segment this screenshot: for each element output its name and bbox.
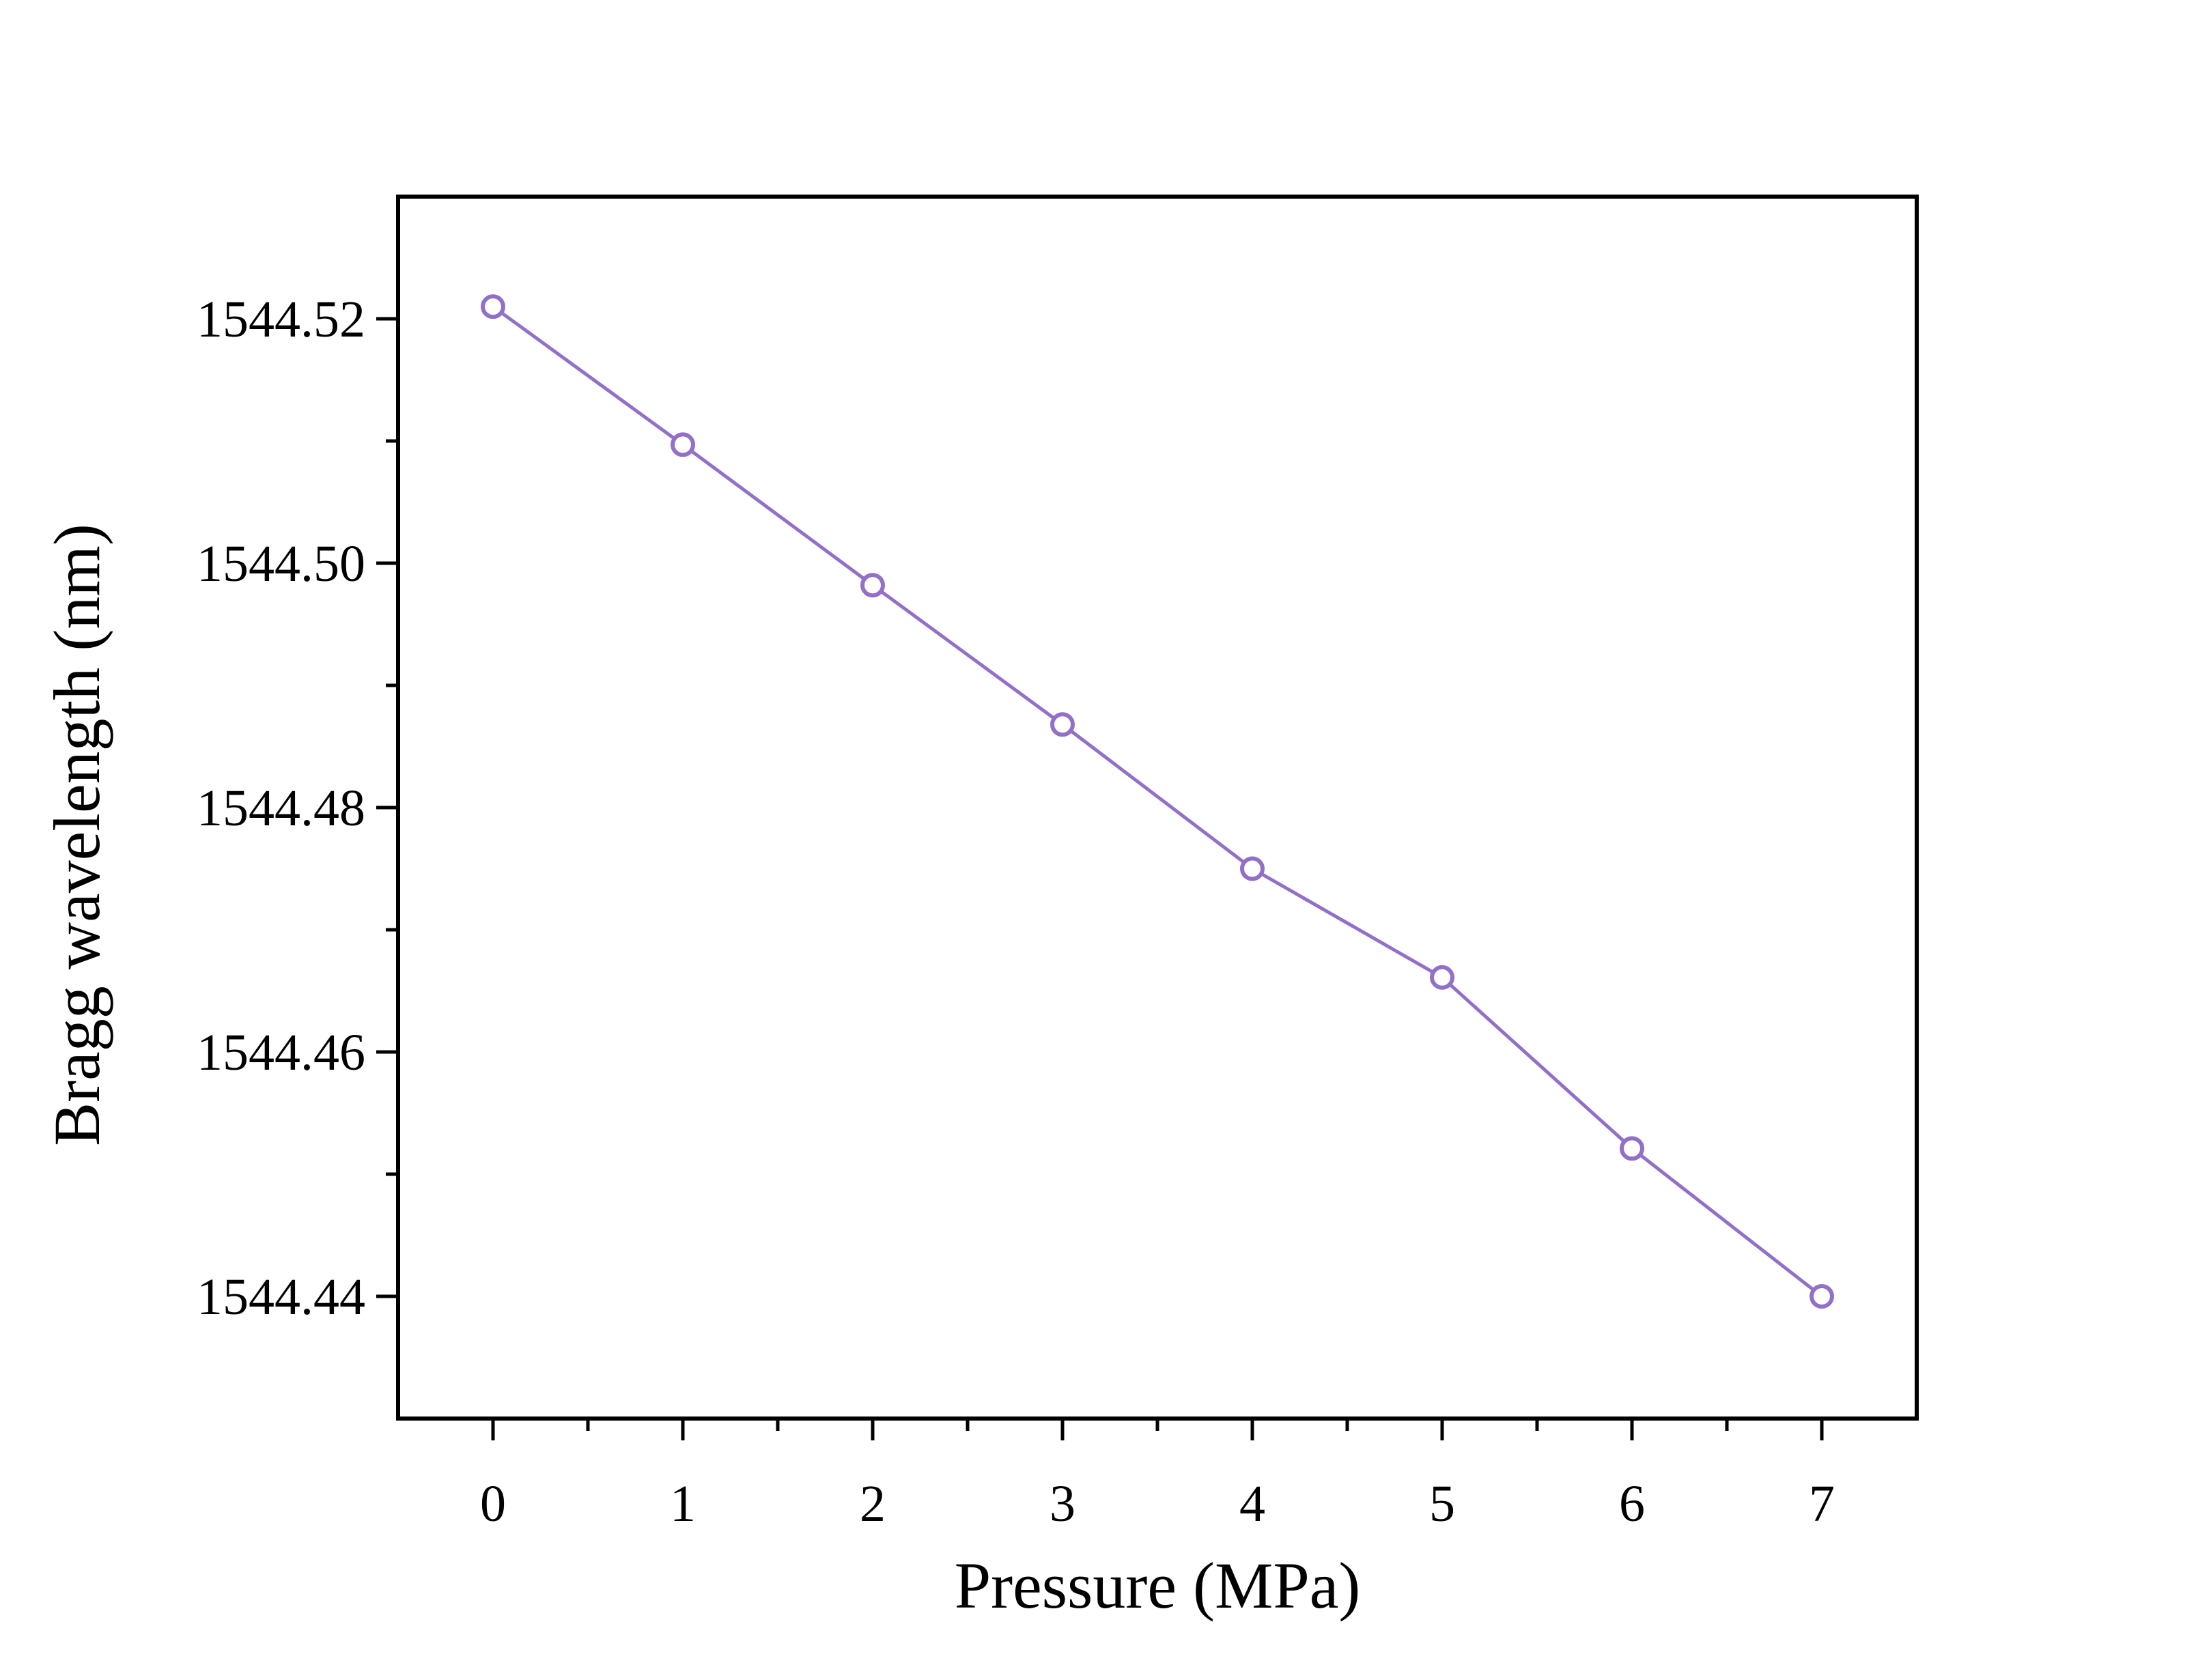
x-tick-label: 2 [860,1475,886,1533]
y-tick-label: 1544.52 [197,291,365,348]
y-tick-label: 1544.50 [197,535,365,593]
data-point [671,432,695,457]
data-point [1050,712,1075,737]
data-point [1240,856,1265,881]
data-point [1430,965,1454,990]
x-tick-label: 6 [1619,1475,1645,1533]
x-axis-title: Pressure (MPa) [955,1549,1361,1622]
data-point [1620,1136,1644,1161]
x-tick-label: 1 [670,1475,696,1533]
y-axis: 1544.44 1544.46 1544.48 1544.50 1544.52 [197,291,398,1326]
series-line [492,305,1823,1298]
x-tick-label: 4 [1239,1475,1265,1533]
x-axis: 0 1 2 3 4 5 6 7 [480,1419,1835,1533]
plot-frame [396,195,1919,1421]
y-tick-label: 1544.48 [197,780,365,837]
x-tick-label: 0 [480,1475,506,1533]
x-tick-label: 3 [1050,1475,1075,1533]
x-tick-label: 5 [1429,1475,1455,1533]
y-axis-title: Bragg wavelength (nm) [40,524,113,1146]
y-tick-label: 1544.44 [197,1268,365,1326]
y-tick-label: 1544.46 [197,1024,365,1081]
data-point [1810,1284,1834,1309]
data-point [481,294,505,319]
x-tick-label: 7 [1809,1475,1835,1533]
plot-frame-rect [396,195,1919,1421]
series-layer [481,294,1834,1309]
data-point [860,573,885,598]
